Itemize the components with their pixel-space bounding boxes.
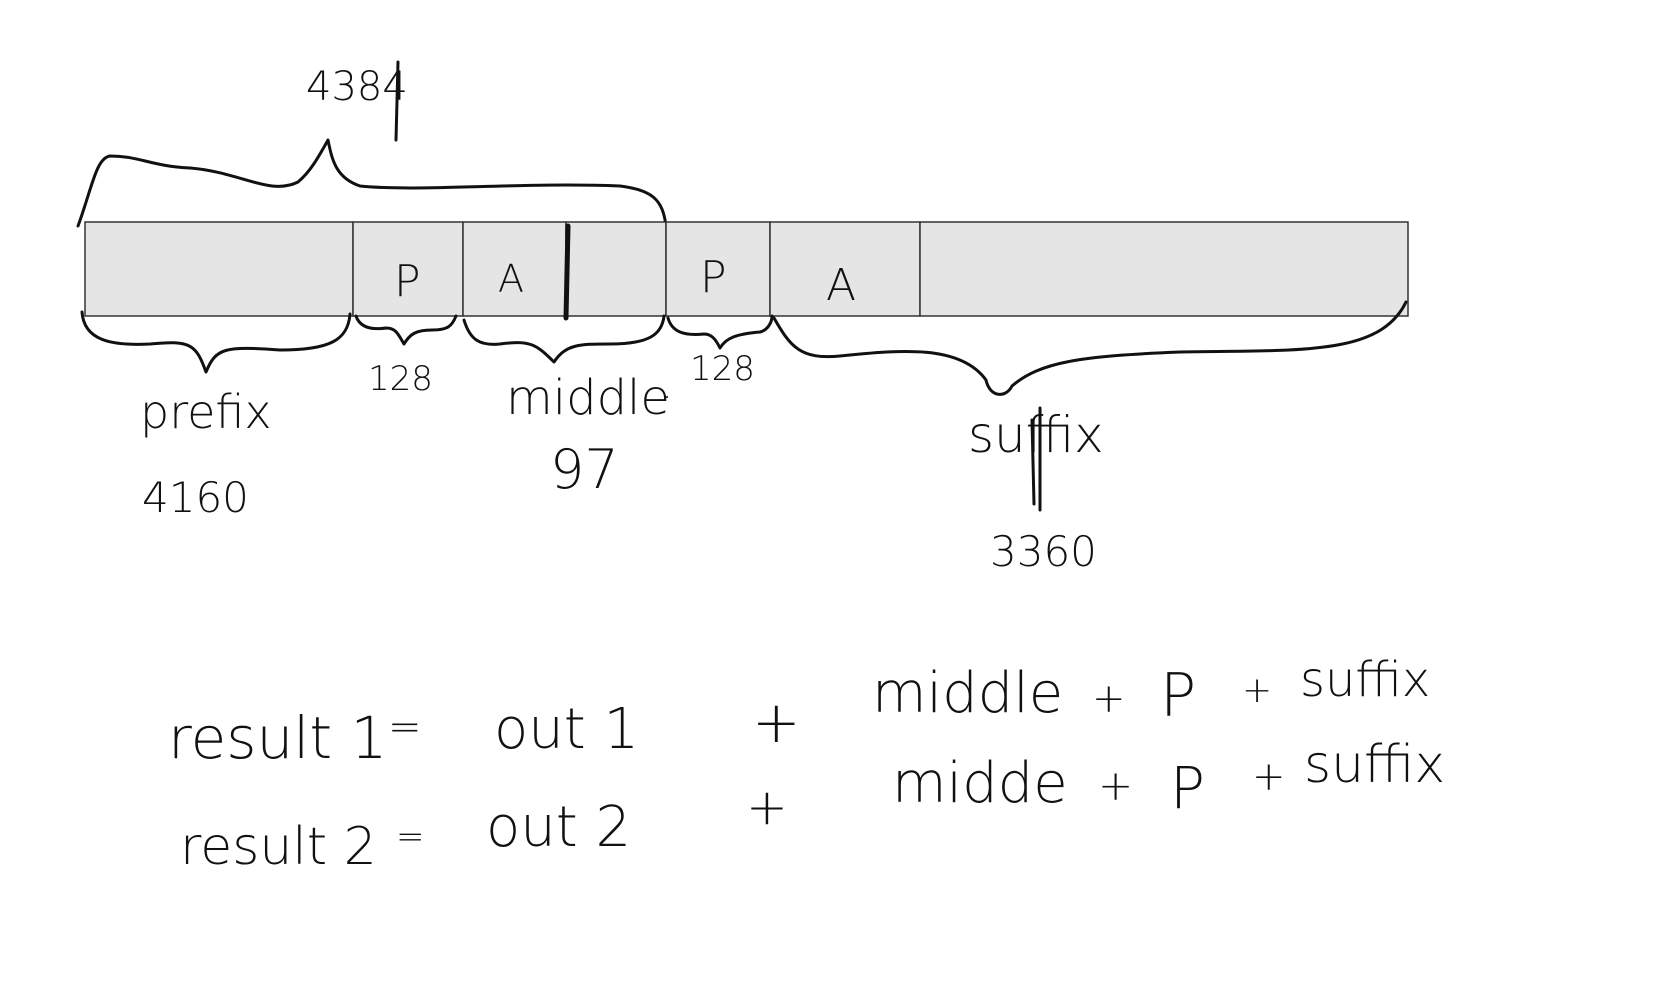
p-segment-2 — [665, 221, 771, 317]
equation-1-suffix: suffix — [1300, 652, 1430, 708]
equation-1-plus-1: + — [752, 688, 801, 756]
equation-1-lhs: result 1 — [168, 704, 387, 772]
suffix-segment — [919, 221, 1409, 317]
cursor-mark — [563, 223, 571, 321]
equation-2: result 2 = out 2 + midde + P + suffix — [180, 735, 1445, 877]
middle-gap-segment — [565, 221, 667, 317]
middle-label: middle — [506, 370, 670, 426]
a-segment-1-label: A — [498, 257, 524, 301]
p-segment-2-label: P — [700, 252, 727, 303]
p2-value: 128 — [690, 349, 755, 389]
a-segment-1 — [462, 221, 567, 317]
equation-2-term: out 2 — [486, 795, 631, 860]
top-brace-leader — [394, 60, 400, 142]
p1-brace — [354, 314, 458, 346]
prefix-value: 4160 — [142, 473, 249, 522]
equation-1-plus-3: + — [1242, 670, 1272, 711]
middle-dot: . — [662, 368, 672, 406]
equation-2-suffix: suffix — [1304, 735, 1445, 795]
equation-1-p: P — [1160, 661, 1196, 731]
suffix-brace — [772, 300, 1408, 396]
middle-brace — [462, 314, 666, 364]
equation-1-term: out 1 — [494, 697, 639, 762]
middle-value: 97 — [550, 438, 619, 501]
equation-1-eq: = — [388, 704, 422, 750]
suffix-label: suffix — [968, 406, 1104, 464]
a-segment-2-label: A — [826, 260, 856, 311]
suffix-leader — [1030, 406, 1042, 512]
equation-2-middle: midde — [892, 751, 1068, 816]
equation-1-middle: middle — [872, 661, 1063, 726]
prefix-segment — [84, 221, 354, 317]
memory-bar: P A P A — [84, 221, 1409, 321]
top-brace — [76, 138, 668, 230]
equation-2-lhs: result 2 — [180, 817, 377, 877]
equation-2-eq: = — [396, 817, 425, 857]
equation-1: result 1 = out 1 + middle + P + suffix — [168, 652, 1430, 772]
p-segment-1-label: P — [394, 256, 421, 307]
prefix-label: prefix — [140, 385, 272, 439]
p2-brace — [666, 314, 774, 350]
prefix-brace — [80, 310, 352, 374]
top-brace-label: 4384 — [306, 64, 408, 110]
equation-2-plus-2: + — [1098, 761, 1133, 810]
equation-2-p: P — [1170, 754, 1205, 822]
p1-value: 128 — [368, 359, 433, 399]
equation-2-plus-3: + — [1252, 754, 1286, 800]
equation-1-plus-2: + — [1092, 676, 1126, 722]
equation-2-plus-1: + — [746, 778, 788, 836]
suffix-value: 3360 — [990, 527, 1097, 576]
